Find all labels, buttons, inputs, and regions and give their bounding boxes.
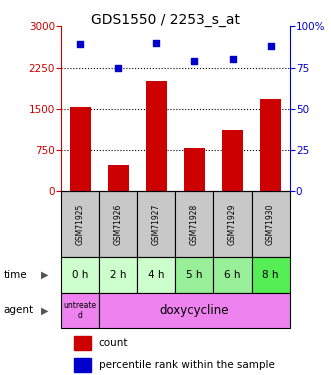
Text: ▶: ▶ [41, 270, 48, 280]
Text: untreate
d: untreate d [64, 301, 97, 320]
Text: GDS1550 / 2253_s_at: GDS1550 / 2253_s_at [91, 13, 240, 27]
Text: 0 h: 0 h [72, 270, 88, 280]
Bar [61, 191, 99, 257]
Bar [252, 191, 290, 257]
Text: agent: agent [3, 305, 33, 315]
Bar [74, 358, 91, 372]
Text: count: count [99, 338, 128, 348]
Bar [222, 130, 243, 191]
Point [154, 40, 159, 46]
Point [77, 41, 83, 47]
Text: ▶: ▶ [41, 305, 48, 315]
Point [230, 56, 235, 62]
Bar [61, 292, 99, 328]
Bar [175, 257, 213, 292]
Text: 2 h: 2 h [110, 270, 126, 280]
Text: GSM71925: GSM71925 [76, 203, 85, 245]
Bar [260, 99, 281, 191]
Point [116, 64, 121, 70]
Text: GSM71927: GSM71927 [152, 203, 161, 245]
Text: GSM71926: GSM71926 [114, 203, 123, 245]
Point [268, 43, 273, 49]
Bar [99, 191, 137, 257]
Bar [252, 257, 290, 292]
Text: 6 h: 6 h [224, 270, 241, 280]
Bar [108, 165, 129, 191]
Text: time: time [3, 270, 27, 280]
Bar [70, 107, 91, 191]
Text: GSM71929: GSM71929 [228, 203, 237, 245]
Bar [213, 191, 252, 257]
Point [192, 58, 197, 64]
Text: 8 h: 8 h [262, 270, 279, 280]
Text: doxycycline: doxycycline [160, 304, 229, 317]
Text: percentile rank within the sample: percentile rank within the sample [99, 360, 274, 370]
Bar [99, 257, 137, 292]
Bar [175, 191, 213, 257]
Text: GSM71928: GSM71928 [190, 203, 199, 244]
Bar [184, 148, 205, 191]
Bar [137, 257, 175, 292]
Bar [146, 81, 167, 191]
Bar [99, 292, 290, 328]
Bar [74, 336, 91, 350]
Text: GSM71930: GSM71930 [266, 203, 275, 245]
Bar [213, 257, 252, 292]
Text: 5 h: 5 h [186, 270, 203, 280]
Bar [137, 191, 175, 257]
Bar [61, 257, 99, 292]
Text: 4 h: 4 h [148, 270, 165, 280]
